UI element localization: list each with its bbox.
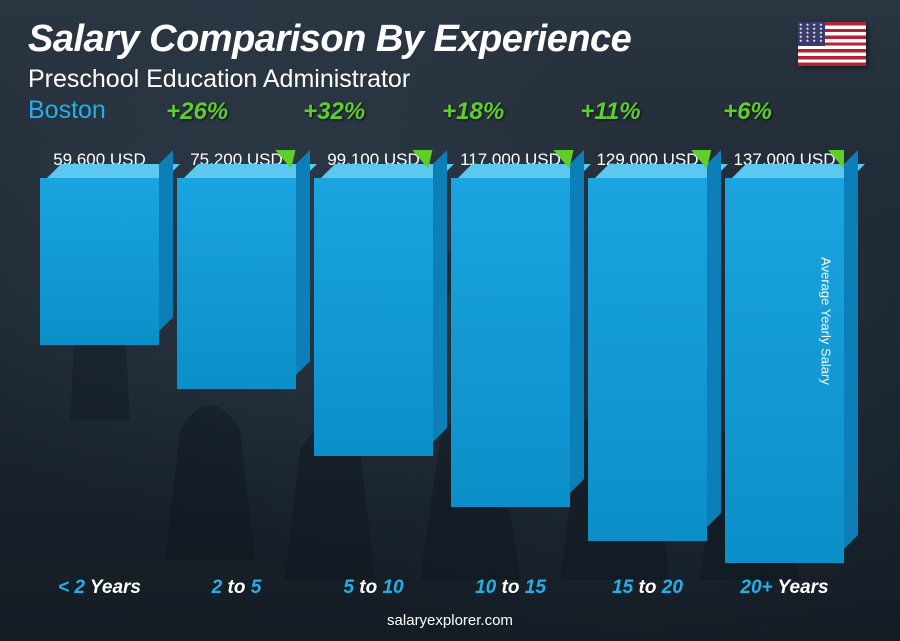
xaxis-tick: 20+ Years	[725, 577, 844, 599]
flag-us: ★ ★ ★ ★★ ★ ★ ★★ ★ ★ ★★ ★ ★ ★★ ★ ★ ★	[798, 22, 866, 66]
xaxis-tick: 15 to 20	[588, 577, 707, 599]
xaxis-tick: 10 to 15	[451, 577, 570, 599]
xaxis: < 2 Years 2 to 5 5 to 10 10 to 15 15 to 20 20…	[40, 577, 844, 599]
bar	[314, 178, 433, 456]
bar-slot: 59,600 USD	[40, 150, 159, 565]
bar-slot: 75,200 USD	[177, 150, 296, 565]
bar	[588, 178, 707, 541]
xaxis-tick: 5 to 10	[314, 577, 433, 599]
yaxis-label: Average Yearly Salary	[819, 257, 834, 385]
bar	[40, 178, 159, 345]
bar-slot: 117,000 USD	[451, 150, 570, 565]
chart-location: Boston	[28, 96, 872, 125]
chart-subtitle: Preschool Education Administrator	[28, 65, 872, 94]
xaxis-tick: < 2 Years	[40, 577, 159, 599]
bar	[177, 178, 296, 389]
bar-slot: 129,000 USD	[588, 150, 707, 565]
bars-container: 59,600 USD75,200 USD99,100 USD117,000 US…	[40, 150, 844, 565]
chart-title: Salary Comparison By Experience	[28, 18, 872, 61]
xaxis-tick: 2 to 5	[177, 577, 296, 599]
bar-slot: 99,100 USD	[314, 150, 433, 565]
footer-attribution: salaryexplorer.com	[0, 612, 900, 629]
chart-area: 59,600 USD75,200 USD99,100 USD117,000 US…	[40, 150, 844, 565]
header: Salary Comparison By Experience Preschoo…	[28, 18, 872, 125]
bar	[451, 178, 570, 507]
